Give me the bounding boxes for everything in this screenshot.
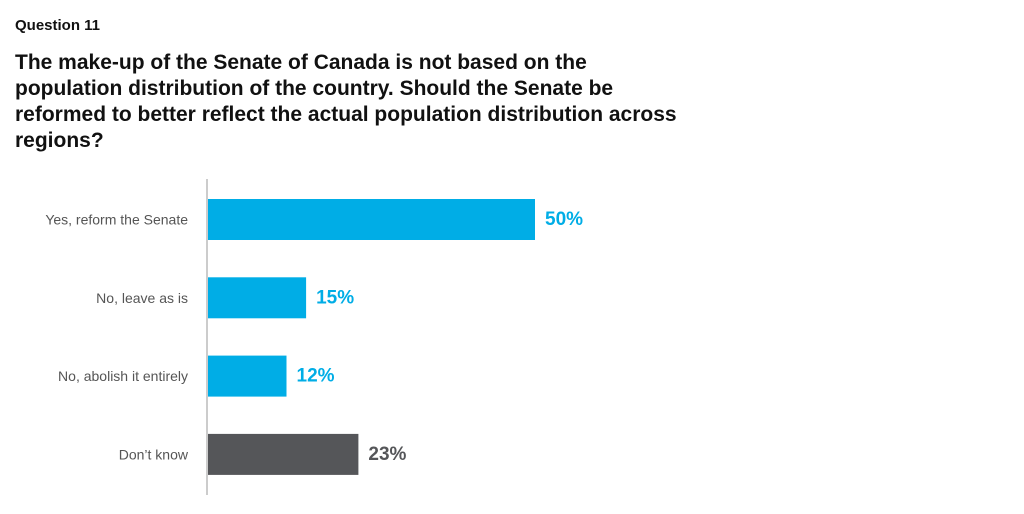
bar-no-leave-as-is <box>208 277 307 319</box>
category-label-no-leave-as-is: No, leave as is <box>96 290 188 306</box>
value-label-no-abolish-it-entirely: 12% <box>297 366 335 387</box>
question-number: Question 11 <box>15 17 101 34</box>
question-title: The make-up of the Senate of Canada is n… <box>15 51 677 152</box>
bar-yes-reform-the-senate <box>208 199 535 240</box>
bar-no-abolish-it-entirely <box>208 355 287 397</box>
bars-group: Yes, reform the Senate 50% No, leave as is… <box>45 199 583 475</box>
category-label-don-t-know: Don’t know <box>119 446 189 462</box>
category-label-no-abolish-it-entirely: No, abolish it entirely <box>58 368 188 384</box>
value-label-don-t-know: 23% <box>368 444 406 465</box>
value-label-no-leave-as-is: 15% <box>316 287 354 308</box>
bar-don-t-know <box>208 433 359 475</box>
value-label-yes-reform-the-senate: 50% <box>545 209 583 230</box>
category-label-yes-reform-the-senate: Yes, reform the Senate <box>45 212 188 228</box>
